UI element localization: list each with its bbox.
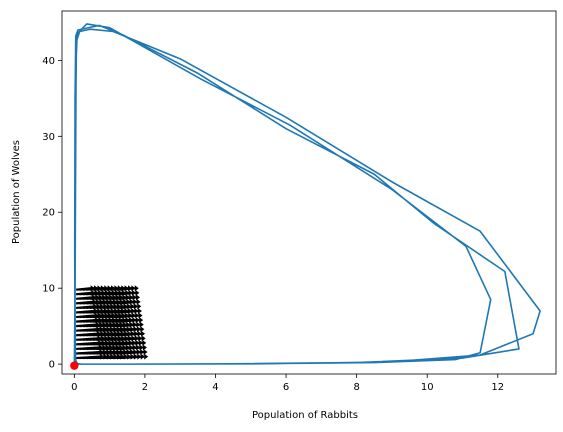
quiver-arrow-head: [138, 312, 143, 319]
quiver-arrow-head: [135, 289, 140, 296]
x-tick-label: 8: [353, 382, 359, 393]
x-axis-ticks: 0 2 4 6 8 10 12: [71, 374, 504, 393]
quiver-arrow: [120, 350, 144, 355]
quiver-arrow: [120, 346, 143, 351]
quiver-arrow: [120, 337, 142, 341]
x-tick-label: 6: [283, 382, 289, 393]
quiver-arrow-head: [139, 321, 144, 328]
quiver-arrow: [120, 341, 143, 346]
y-tick-label: 30: [42, 132, 55, 143]
y-tick-label: 0: [49, 360, 55, 371]
quiver-arrow: [120, 355, 145, 360]
quiver-arrow: [120, 318, 140, 323]
quiver-arrow: [120, 328, 141, 332]
quiver-arrow: [120, 309, 139, 314]
x-tick-label: 10: [421, 382, 434, 393]
x-tick-label: 2: [142, 382, 148, 393]
quiver-arrow-head: [136, 294, 141, 301]
quiver-arrow-head: [144, 353, 149, 360]
quiver-arrow-head: [134, 285, 139, 292]
series-line: [73, 23, 541, 366]
y-axis-label: Population of Wolves: [11, 140, 22, 244]
quiver-arrow-head: [142, 344, 147, 351]
quiver-arrow-head: [136, 298, 141, 305]
quiver-arrow-head: [139, 317, 144, 324]
y-tick-label: 10: [42, 284, 55, 295]
quiver-arrow: [120, 314, 139, 319]
x-axis-label: Population of Rabbits: [252, 410, 358, 421]
x-tick-label: 4: [212, 382, 218, 393]
quiver-arrow-head: [137, 307, 142, 314]
quiver-arrow: [120, 300, 137, 305]
y-tick-label: 20: [42, 208, 55, 219]
quiver-arrow: [120, 291, 136, 296]
y-tick-label: 40: [42, 56, 55, 67]
quiver-arrow: [120, 296, 137, 300]
plot-area: [70, 23, 541, 370]
quiver-arrow-head: [141, 330, 146, 337]
quiver-arrow-head: [142, 339, 147, 346]
start-point-marker: [70, 361, 79, 370]
quiver-arrow: [120, 287, 135, 291]
x-tick-label: 12: [491, 382, 504, 393]
quiver-arrow-head: [140, 326, 145, 333]
quiver-arrow-head: [137, 303, 142, 310]
quiver-arrow: [120, 305, 138, 310]
axes-frame: [61, 10, 557, 375]
quiver-arrow: [120, 323, 140, 328]
quiver-arrow: [120, 332, 142, 337]
quiver-field: [76, 285, 149, 360]
quiver-arrow-head: [141, 335, 146, 342]
y-axis-ticks: 0 10 20 30 40: [42, 56, 62, 371]
x-tick-label: 0: [71, 382, 77, 393]
quiver-arrow-head: [143, 349, 148, 356]
